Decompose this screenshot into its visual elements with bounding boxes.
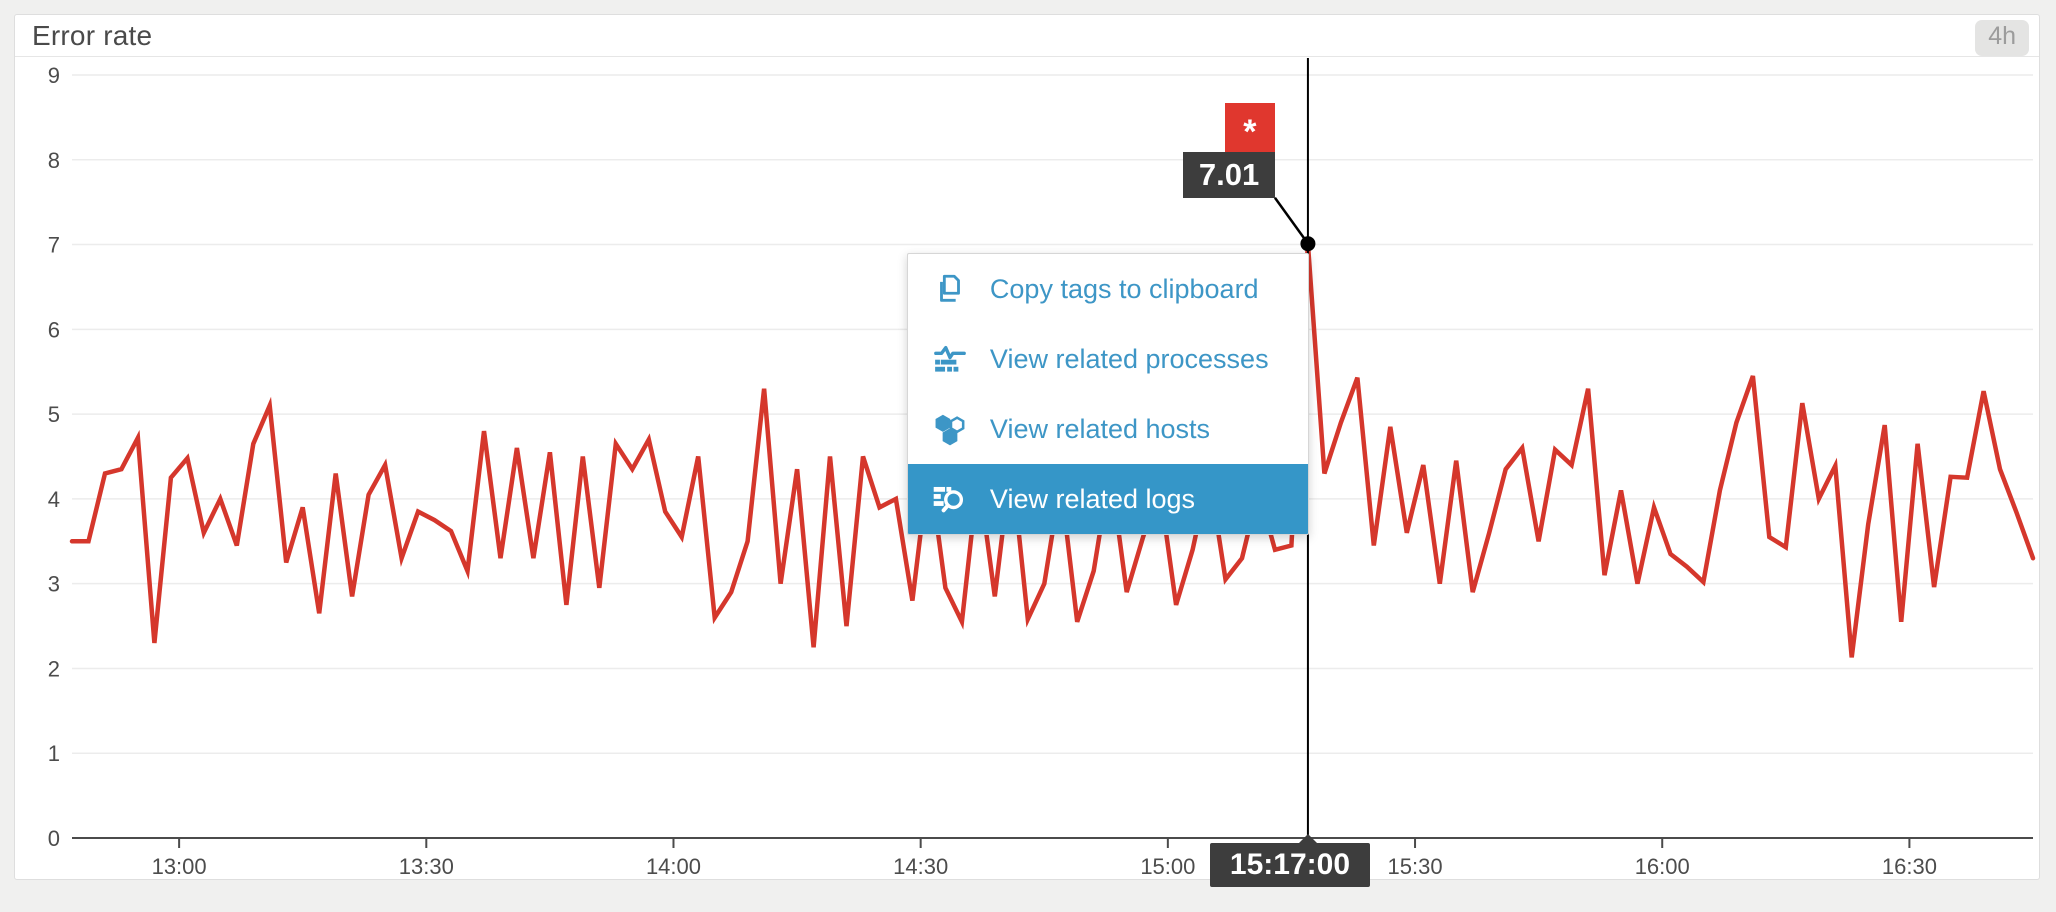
x-axis-tick-label: 16:30 [1882,854,1937,879]
menu-item-view-related-processes[interactable]: View related processes [908,324,1308,394]
menu-item-label: Copy tags to clipboard [989,273,1259,304]
y-axis-tick-label: 7 [48,233,60,258]
x-axis-tick-label: 15:00 [1140,854,1195,879]
y-axis-tick-label: 0 [48,826,60,851]
value-tooltip: 7.01 [1182,151,1276,198]
hosts-icon [932,411,968,447]
processes-icon [932,341,968,377]
y-axis-tick-label: 3 [48,572,60,597]
x-axis-tick-label: 14:30 [893,854,948,879]
marked-data-point[interactable] [1300,236,1316,252]
x-axis-tick-label: 13:30 [399,854,454,879]
y-axis-tick-label: 5 [48,402,60,427]
time-tooltip: 15:17:00 [1209,834,1371,887]
menu-item-copy-tags-to-clipboard[interactable]: Copy tags to clipboard [908,254,1308,324]
y-axis-tick-label: 9 [48,63,60,88]
menu-item-label: View related logs [989,483,1196,514]
y-axis-tick-label: 6 [48,317,60,342]
x-axis-tick-label: 16:00 [1635,854,1690,879]
time-tooltip-pointer [1297,834,1318,844]
copy-icon [932,271,968,307]
y-axis-tick-label: 1 [48,741,60,766]
context-menu: Copy tags to clipboard View related proce… [906,253,1309,535]
logs-icon [932,481,968,517]
time-tooltip-label: 15:17:00 [1229,848,1351,881]
x-axis-tick-label: 15:30 [1388,854,1443,879]
time-range-badge[interactable]: 4h [1975,20,2029,56]
anomaly-flag: * [1224,102,1275,152]
y-axis-tick-label: 4 [48,487,60,512]
widget-header: Error rate 4h [15,15,2039,57]
menu-item-view-related-hosts[interactable]: View related hosts [908,394,1308,464]
menu-item-label: View related hosts [989,413,1211,444]
page-title: Error rate [32,19,153,51]
menu-item-label: View related processes [989,343,1269,374]
x-axis-tick-label: 14:00 [646,854,701,879]
x-axis-tick-label: 13:00 [152,854,207,879]
y-axis-tick-label: 8 [48,148,60,173]
y-axis-tick-label: 2 [48,656,60,681]
tooltip-connector-line [1273,196,1307,242]
menu-item-view-related-logs[interactable]: View related logs [907,464,1308,534]
